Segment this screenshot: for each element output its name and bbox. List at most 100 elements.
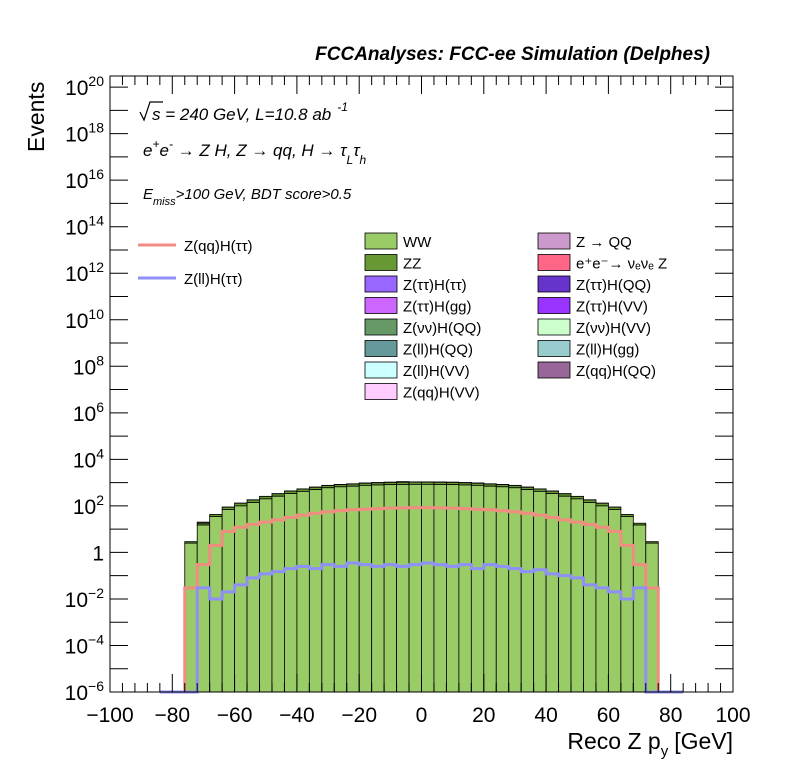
y-tick-label: 10−2 (65, 585, 105, 612)
bar-ww (546, 494, 558, 692)
bar-ww (621, 516, 633, 692)
bar-ww (210, 516, 222, 692)
y-tick-label: 102 (73, 492, 104, 519)
legend-swatch-z-h-qq (365, 319, 397, 335)
annotation-selection: Emiss>100 GeV, BDT score>0.5 (143, 186, 352, 208)
legend-swatch-z-h-vv (538, 319, 570, 335)
legend-label: WW (403, 234, 432, 251)
y-tick-label: 1 (92, 542, 104, 565)
legend-label: Z(ττ)H(gg) (403, 299, 472, 316)
x-tick-label: 0 (416, 704, 428, 727)
legend-label: ZZ (403, 256, 421, 273)
x-tick-label: −80 (154, 704, 190, 727)
legend-swatch-z-ll-h-qq (365, 341, 397, 357)
bar-ww (247, 502, 259, 692)
x-tick-label: 20 (472, 704, 495, 727)
legend-label: Z(ll)H(gg) (576, 342, 639, 359)
bar-ww (185, 543, 197, 692)
y-tick-label: 1018 (65, 120, 104, 147)
bar-ww (559, 496, 571, 692)
legend-label: Z(νν)H(QQ) (403, 320, 481, 337)
bar-ww (309, 490, 321, 692)
legend-swatch-z-h-qq (538, 276, 570, 292)
legend-label: Z(qq)H(ττ) (184, 238, 253, 255)
bar-ww (347, 486, 359, 692)
legend-label: Z(ll)H(ττ) (184, 271, 243, 288)
bar-ww (534, 491, 546, 692)
y-tick-label: 10−4 (65, 631, 105, 658)
bar-ww (446, 485, 458, 692)
y-tick-label: 1012 (65, 259, 104, 286)
legend-swatch-zz (365, 255, 397, 271)
legend-swatch-z-qq-h-vv (365, 384, 397, 400)
legend-label: Z(ll)H(VV) (403, 363, 470, 380)
x-tick-label: −100 (86, 704, 133, 727)
bar-ww (646, 543, 658, 692)
legend-swatch-z-qq (538, 233, 570, 249)
bar-ww (596, 506, 608, 692)
y-tick-label: 1016 (65, 166, 104, 193)
legend-label: Z(νν)H(VV) (576, 320, 651, 337)
x-tick-label: 40 (534, 704, 557, 727)
bar-ww (334, 487, 346, 692)
legend-swatch-z-h-gg (365, 298, 397, 314)
y-tick-label: 106 (73, 399, 104, 426)
bar-ww (272, 496, 284, 692)
legend-swatch-ww (365, 233, 397, 249)
bar-ww (397, 484, 409, 692)
x-tick-label: −60 (217, 704, 253, 727)
bar-ww (608, 509, 620, 692)
x-tick-label: 100 (715, 704, 750, 727)
annotation-process: e+e- → Z H, Z → qq, H → τLτh (143, 137, 367, 167)
annotation-energy: s = 240 GeV, L=10.8 ab-1 (152, 100, 348, 124)
legend-swatch-z-ll-h-vv (365, 362, 397, 378)
bar-ww (284, 494, 296, 692)
bar-ww (459, 485, 471, 692)
bar-ww (434, 484, 446, 692)
bar-ww (583, 502, 595, 692)
bar-ww (384, 485, 396, 692)
bar-ww (509, 488, 521, 692)
bar-ww (297, 491, 309, 692)
y-tick-label: 1010 (65, 306, 104, 333)
y-tick-label: 108 (73, 352, 104, 379)
bar-ww (322, 488, 334, 692)
bar-ww (633, 525, 645, 692)
bar-ww (260, 499, 272, 692)
annotation-block: s = 240 GeV, L=10.8 ab-1 e+e- → Z H, Z →… (140, 100, 367, 208)
bar-ww (422, 484, 434, 692)
y-tick-label: 1014 (65, 213, 104, 240)
legend-label: Z(ττ)H(QQ) (576, 277, 651, 294)
legend-swatch-z-h (365, 276, 397, 292)
bar-ww (409, 484, 421, 692)
bar-ww (359, 485, 371, 692)
legend-label: Z(ll)H(QQ) (403, 342, 473, 359)
legend-swatch-z-ll-h-gg (538, 341, 570, 357)
y-tick-label: 10−6 (65, 678, 105, 705)
legend-swatch-z-qq-h-qq (538, 362, 570, 378)
bar-ww (571, 499, 583, 692)
bar-ww (471, 485, 483, 692)
legend-swatch-e-e-z (538, 255, 570, 271)
stacked-bars (185, 482, 658, 692)
legend-label: Z → QQ (576, 234, 632, 251)
x-tick-label: −20 (341, 704, 377, 727)
y-tick-label: 1020 (65, 73, 104, 100)
x-axis-label: Reco Z py[GeV] (567, 728, 733, 760)
legend-label: Z(ττ)H(VV) (576, 299, 648, 316)
legend-swatch-z-h-vv (538, 298, 570, 314)
legend-label: Z(qq)H(QQ) (576, 363, 656, 380)
legend-label: Z(ττ)H(ττ) (403, 277, 467, 294)
bar-ww (484, 486, 496, 692)
y-axis-label: Events (23, 82, 49, 152)
bar-ww (222, 509, 234, 692)
bar-ww (521, 490, 533, 692)
x-tick-label: 80 (659, 704, 682, 727)
legend: Z(qq)H(ττ) Z(ll)H(ττ) WW Z → QQ ZZ e⁺e⁻→ νₑνₑ… (138, 233, 667, 402)
legend-label: Z(qq)H(VV) (403, 385, 480, 402)
x-tick-label: −40 (279, 704, 315, 727)
legend-label: e⁺e⁻→ νₑνₑ Z (576, 256, 667, 273)
bar-ww (197, 525, 209, 692)
